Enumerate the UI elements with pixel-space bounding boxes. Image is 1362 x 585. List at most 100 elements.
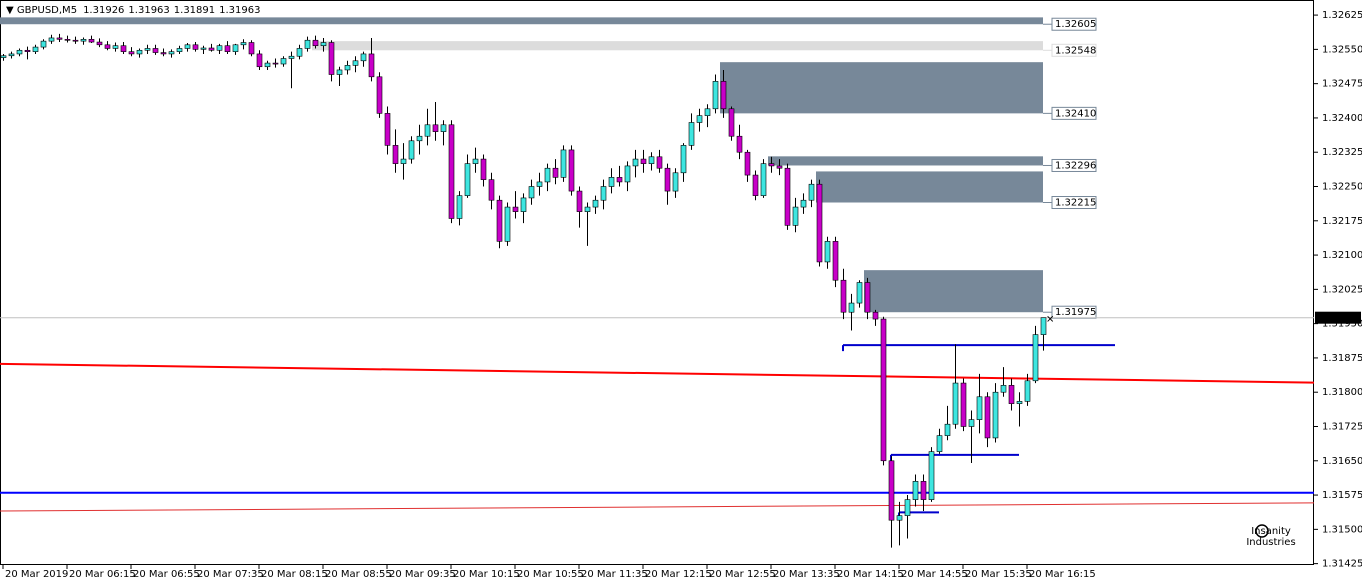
candle-body	[664, 167, 671, 192]
candle-body	[184, 44, 191, 49]
y-tick-label: 1.32625	[1322, 10, 1362, 21]
candle-body	[568, 149, 575, 192]
y-tick-label: 1.31425	[1322, 559, 1362, 570]
candle-body	[920, 481, 927, 500]
zone	[864, 270, 1043, 313]
axes: 1.32625 1.32550 1.32475 1.32400 1.32325 1.322…	[2, 10, 1362, 580]
candle-body	[264, 62, 271, 68]
candle-body	[408, 140, 415, 160]
candle-body	[504, 206, 511, 242]
candle-body	[40, 40, 47, 48]
candle-body	[192, 44, 199, 50]
x-tick-label: 20 Mar 13:35	[773, 569, 840, 580]
y-tick-label: 1.32100	[1322, 250, 1362, 261]
candle-body	[896, 515, 903, 521]
candle-body	[544, 167, 551, 183]
candle-body	[984, 396, 991, 439]
candle-body	[1040, 317, 1047, 335]
candle-body	[248, 42, 255, 55]
candle-body	[720, 81, 727, 110]
y-tick-label: 1.31575	[1322, 490, 1362, 501]
y-tick-label: 1.31500	[1322, 524, 1362, 535]
candle-body	[912, 481, 919, 500]
candle-body	[128, 51, 135, 55]
x-tick-label: 20 Mar 10:15	[453, 569, 520, 580]
candle-body	[752, 174, 759, 196]
candle-body	[712, 81, 719, 110]
candle-body	[832, 241, 839, 281]
candle-body	[992, 391, 999, 439]
candle-body	[440, 124, 447, 132]
candle-body	[528, 186, 535, 199]
candle-body	[960, 382, 967, 427]
candle-body	[704, 108, 711, 116]
candle-body	[576, 190, 583, 212]
candle-body	[136, 49, 143, 55]
candle-body	[48, 37, 55, 42]
candle-body	[936, 435, 943, 452]
candle-body	[552, 167, 559, 178]
x-tick-label: 20 Mar 15:35	[965, 569, 1032, 580]
symbol: GBPUSD,M5	[17, 5, 77, 16]
zone-label-box	[1051, 43, 1097, 57]
candle-body	[480, 158, 487, 180]
candle-body	[776, 165, 783, 169]
candle-body	[464, 163, 471, 196]
candle-body	[952, 382, 959, 425]
y-tick-label: 1.31650	[1322, 456, 1362, 467]
x-tick-label: 20 Mar 06:55	[133, 569, 200, 580]
candle-body	[104, 44, 111, 49]
candle-body	[840, 279, 847, 313]
candle-body	[976, 396, 983, 420]
candle-body	[808, 183, 815, 201]
zone	[816, 171, 1043, 203]
header-open: 1.31926	[83, 5, 124, 16]
zone-label: 1.32410	[1055, 108, 1096, 119]
zone-label: 1.32605	[1055, 19, 1096, 30]
header-high: 1.31963	[128, 5, 169, 16]
candle-body	[424, 124, 431, 137]
zone-label-box	[1051, 196, 1097, 210]
candle-body	[328, 42, 335, 75]
candle-body	[760, 163, 767, 196]
candle-body	[888, 460, 895, 521]
x-tick-label: 20 Mar 14:55	[901, 569, 968, 580]
y-tick-label: 1.32250	[1322, 182, 1362, 193]
candle-body	[600, 186, 607, 201]
menu-arrow[interactable]: ▼	[6, 5, 17, 16]
candle-body	[32, 46, 39, 52]
candle-body	[1016, 401, 1023, 404]
x-tick-label: 20 Mar 12:55	[709, 569, 776, 580]
candle-body	[96, 41, 103, 46]
candle-body	[232, 44, 239, 52]
candle-body	[800, 199, 807, 208]
candle-body	[64, 39, 71, 41]
zone	[768, 156, 1043, 166]
x-tick-label: 20 Mar 11:35	[581, 569, 648, 580]
candle-body	[816, 183, 823, 263]
y-tick-label: 1.32475	[1322, 79, 1362, 90]
x-tick-label: 20 Mar 07:35	[197, 569, 264, 580]
candle-body	[768, 163, 775, 167]
candle-body	[320, 42, 327, 47]
candle-body	[240, 42, 247, 46]
candle-body	[456, 195, 463, 219]
zone-label: 1.31975	[1055, 307, 1096, 318]
x-tick-label: 20 Mar 06:15	[69, 569, 136, 580]
zone-label-box	[1051, 305, 1097, 319]
candle-body	[288, 55, 295, 59]
zone-label: 1.32215	[1055, 198, 1096, 209]
zone-label-box	[1051, 17, 1097, 31]
candle-body	[368, 53, 375, 78]
candle-body	[384, 113, 391, 146]
candle-body	[496, 199, 503, 242]
candle-body	[928, 451, 935, 500]
candle-body	[16, 49, 23, 55]
x-tick-label: 20 Mar 2019	[5, 569, 68, 580]
candle-body	[376, 76, 383, 114]
y-tick-label: 1.32325	[1322, 147, 1362, 158]
candle-body	[1008, 385, 1015, 404]
header-low: 1.31891	[174, 5, 215, 16]
candle-body	[432, 124, 439, 132]
